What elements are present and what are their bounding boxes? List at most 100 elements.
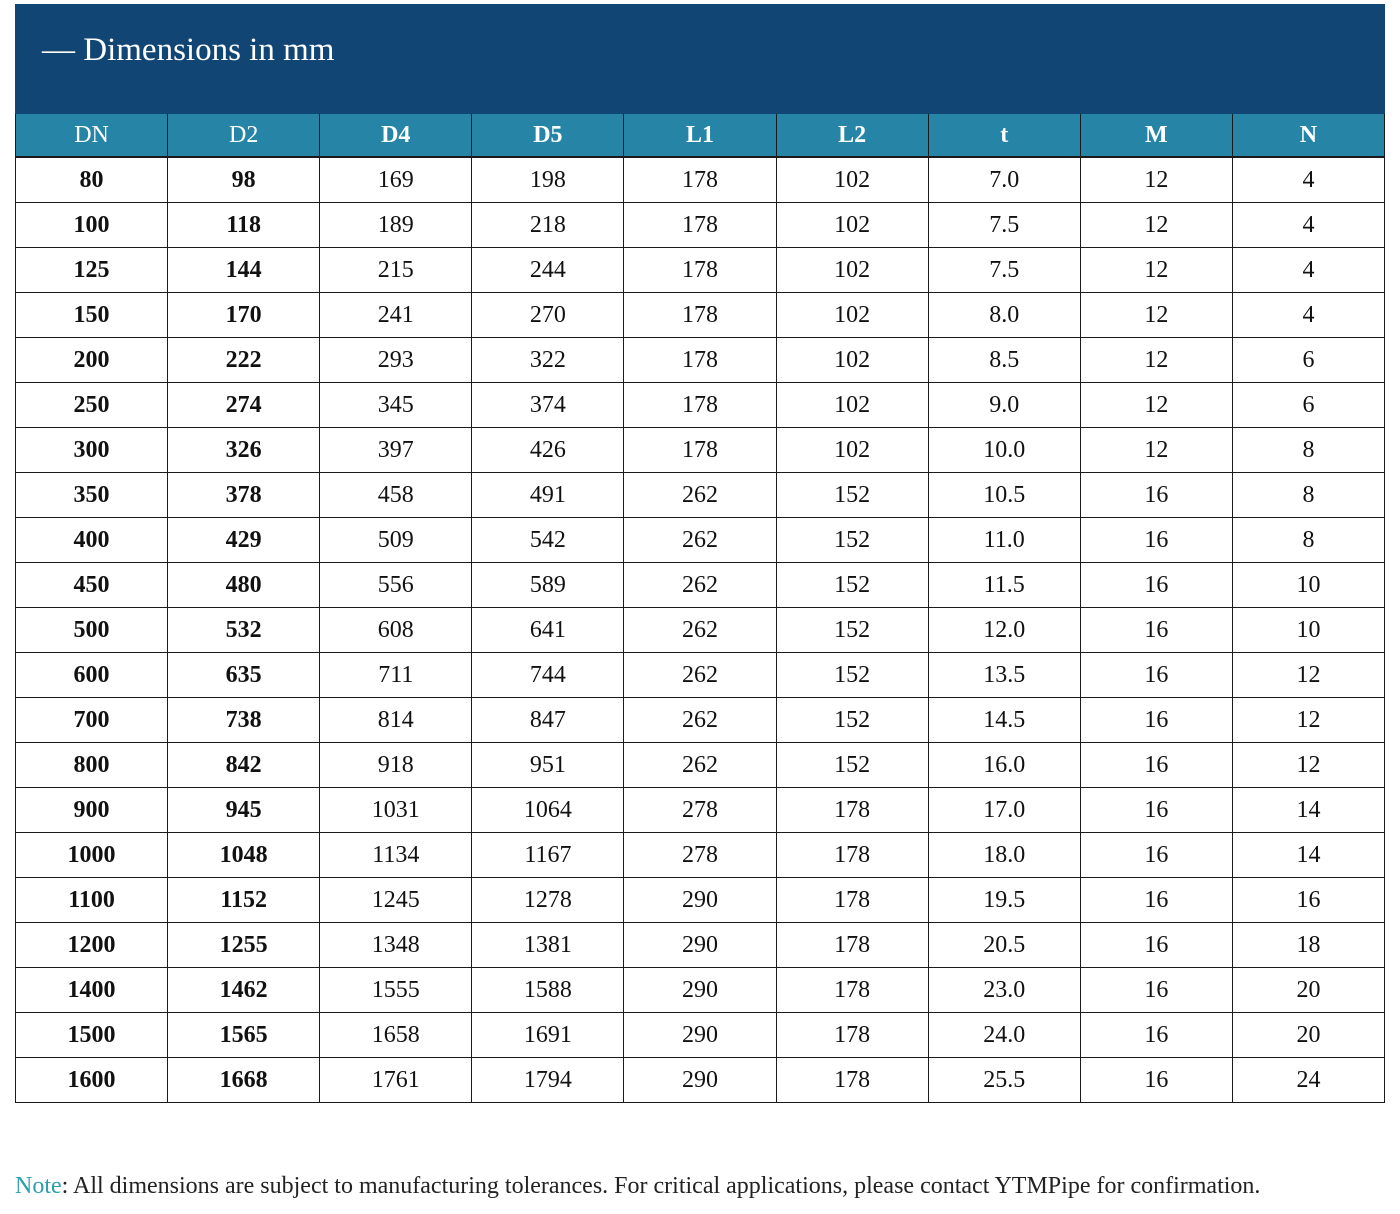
- cell-d5: 1381: [471, 922, 625, 968]
- cell-m: 16: [1079, 742, 1233, 788]
- cell-l1: 262: [623, 472, 777, 518]
- cell-d5: 491: [471, 472, 625, 518]
- cell-dn: 600: [14, 652, 169, 698]
- cell-d4: 1658: [319, 1012, 473, 1058]
- cell-n: 14: [1231, 832, 1386, 878]
- cell-t: 13.5: [927, 652, 1081, 698]
- cell-d5: 270: [471, 292, 625, 338]
- page-title: — Dimensions in mm: [42, 32, 335, 68]
- cell-m: 12: [1079, 427, 1233, 473]
- column-header-n: N: [1231, 114, 1386, 158]
- table-row: 600 635 711 744 262 152 13.5 16 12: [14, 652, 1386, 698]
- table-row: 400 429 509 542 262 152 11.0 16 8: [14, 517, 1386, 563]
- cell-n: 6: [1231, 382, 1386, 428]
- cell-n: 10: [1231, 562, 1386, 608]
- cell-l2: 152: [775, 742, 929, 788]
- cell-l1: 178: [623, 247, 777, 293]
- title-banner: — Dimensions in mm: [15, 4, 1385, 114]
- cell-d5: 951: [471, 742, 625, 788]
- table-row: 80 98 169 198 178 102 7.0 12 4: [14, 156, 1386, 203]
- cell-d4: 814: [319, 697, 473, 743]
- cell-d2: 429: [167, 517, 321, 563]
- cell-t: 12.0: [927, 607, 1081, 653]
- cell-m: 16: [1079, 562, 1233, 608]
- cell-d5: 1794: [471, 1057, 625, 1103]
- cell-t: 19.5: [927, 877, 1081, 923]
- cell-d5: 641: [471, 607, 625, 653]
- cell-t: 16.0: [927, 742, 1081, 788]
- cell-d5: 218: [471, 202, 625, 248]
- cell-m: 16: [1079, 697, 1233, 743]
- cell-m: 16: [1079, 877, 1233, 923]
- cell-n: 20: [1231, 967, 1386, 1013]
- cell-l2: 152: [775, 562, 929, 608]
- table-row: 200 222 293 322 178 102 8.5 12 6: [14, 337, 1386, 383]
- cell-dn: 200: [14, 337, 169, 383]
- cell-m: 16: [1079, 922, 1233, 968]
- cell-l2: 178: [775, 832, 929, 878]
- cell-d5: 744: [471, 652, 625, 698]
- cell-t: 8.0: [927, 292, 1081, 338]
- column-header-l2: L2: [775, 114, 929, 158]
- cell-dn: 1500: [14, 1012, 169, 1058]
- column-header-l1: L1: [623, 114, 777, 158]
- cell-l1: 262: [623, 562, 777, 608]
- cell-d4: 397: [319, 427, 473, 473]
- cell-d2: 1462: [167, 967, 321, 1013]
- cell-l1: 178: [623, 382, 777, 428]
- cell-l2: 152: [775, 472, 929, 518]
- cell-d5: 1278: [471, 877, 625, 923]
- cell-n: 8: [1231, 517, 1386, 563]
- cell-m: 12: [1079, 292, 1233, 338]
- table-row: 150 170 241 270 178 102 8.0 12 4: [14, 292, 1386, 338]
- cell-t: 25.5: [927, 1057, 1081, 1103]
- cell-dn: 1400: [14, 967, 169, 1013]
- cell-d5: 1588: [471, 967, 625, 1013]
- cell-l2: 102: [775, 292, 929, 338]
- cell-t: 18.0: [927, 832, 1081, 878]
- cell-m: 16: [1079, 1057, 1233, 1103]
- cell-n: 24: [1231, 1057, 1386, 1103]
- cell-t: 7.0: [927, 156, 1081, 203]
- cell-dn: 1200: [14, 922, 169, 968]
- cell-l1: 178: [623, 337, 777, 383]
- cell-d4: 169: [319, 156, 473, 203]
- cell-t: 11.5: [927, 562, 1081, 608]
- cell-n: 4: [1231, 247, 1386, 293]
- cell-n: 12: [1231, 742, 1386, 788]
- cell-l2: 102: [775, 337, 929, 383]
- cell-l2: 102: [775, 156, 929, 203]
- column-header-d2: D2: [167, 114, 321, 158]
- cell-dn: 1100: [14, 877, 169, 923]
- cell-l1: 262: [623, 697, 777, 743]
- cell-d5: 244: [471, 247, 625, 293]
- cell-l2: 152: [775, 517, 929, 563]
- cell-l2: 178: [775, 1057, 929, 1103]
- cell-l1: 262: [623, 652, 777, 698]
- note-label: Note: [15, 1173, 62, 1199]
- cell-d4: 458: [319, 472, 473, 518]
- cell-dn: 1000: [14, 832, 169, 878]
- table-row: 250 274 345 374 178 102 9.0 12 6: [14, 382, 1386, 428]
- cell-m: 12: [1079, 202, 1233, 248]
- cell-n: 8: [1231, 472, 1386, 518]
- table-header: DN D2 D4 D5 L1 L2 t M N: [14, 114, 1386, 158]
- table-body: 80 98 169 198 178 102 7.0 12 4 100 118 189 218 178 102…: [14, 156, 1386, 1103]
- cell-l1: 178: [623, 427, 777, 473]
- cell-l1: 290: [623, 1057, 777, 1103]
- cell-l2: 102: [775, 427, 929, 473]
- cell-m: 16: [1079, 787, 1233, 833]
- dimensions-table: DN D2 D4 D5 L1 L2 t M N 80 98 169 198 178 102 7.0 12 4 10…: [14, 114, 1386, 1103]
- cell-m: 12: [1079, 247, 1233, 293]
- cell-d2: 945: [167, 787, 321, 833]
- cell-m: 16: [1079, 967, 1233, 1013]
- cell-t: 7.5: [927, 202, 1081, 248]
- cell-dn: 1600: [14, 1057, 169, 1103]
- cell-l2: 178: [775, 877, 929, 923]
- cell-n: 12: [1231, 652, 1386, 698]
- column-header-t: t: [927, 114, 1081, 158]
- table-row: 800 842 918 951 262 152 16.0 16 12: [14, 742, 1386, 788]
- cell-d5: 1691: [471, 1012, 625, 1058]
- cell-d2: 222: [167, 337, 321, 383]
- cell-d2: 480: [167, 562, 321, 608]
